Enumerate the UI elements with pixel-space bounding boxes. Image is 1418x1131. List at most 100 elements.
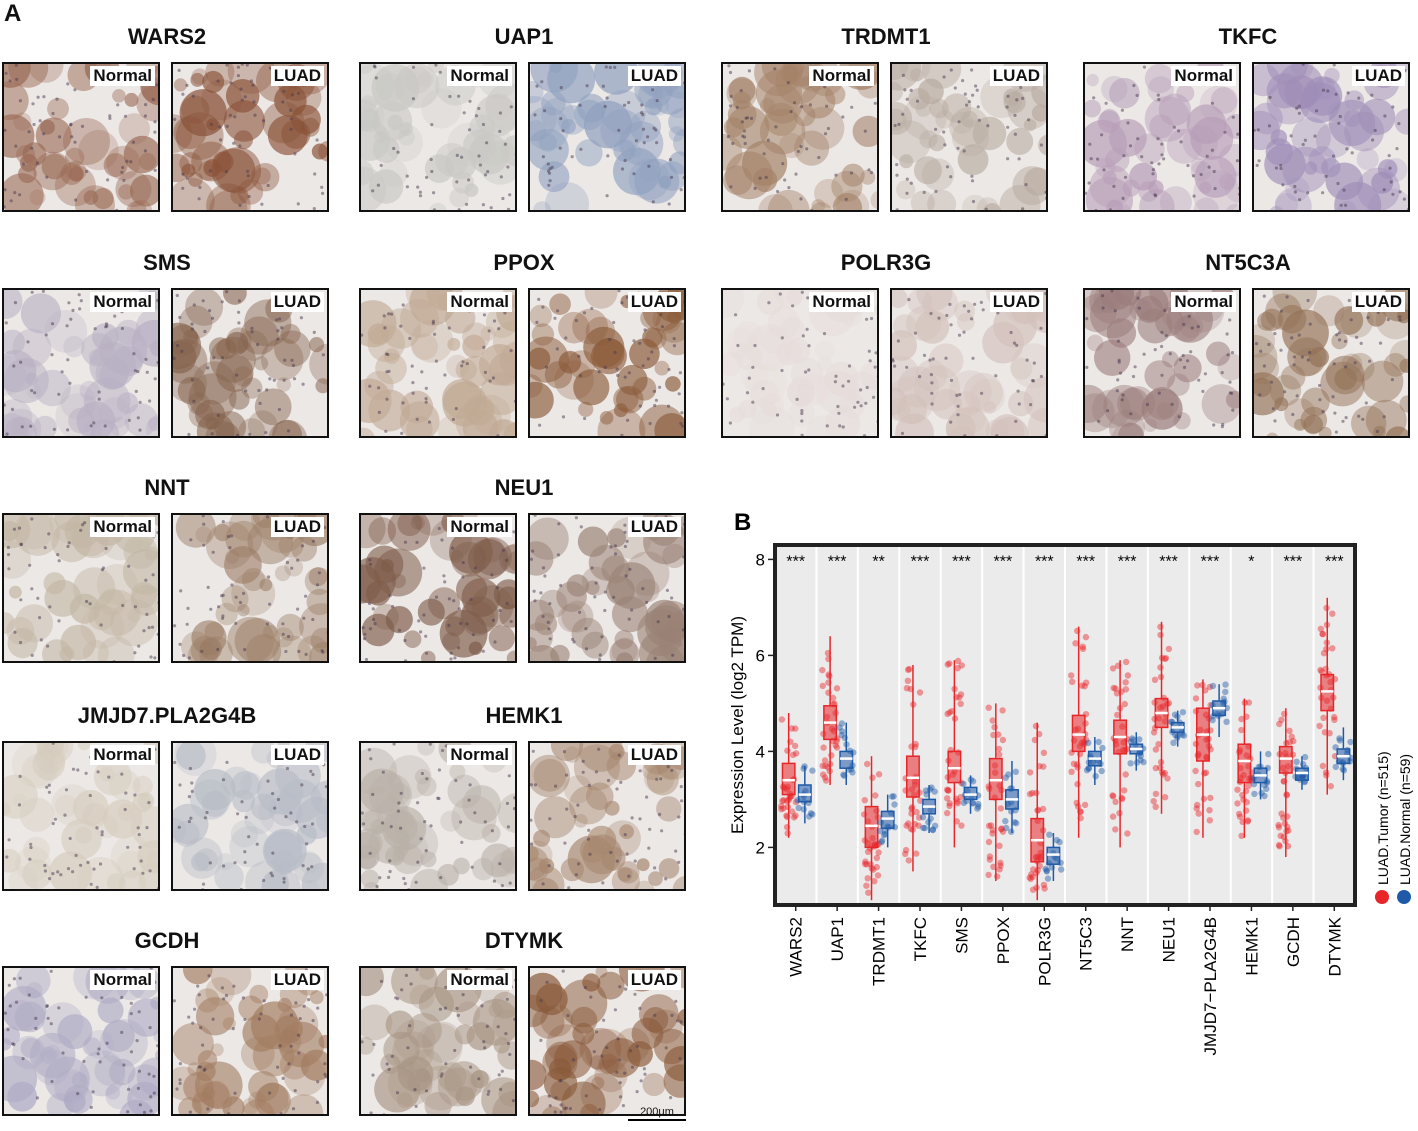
data-point <box>1113 690 1121 697</box>
data-point <box>1238 726 1245 734</box>
data-point <box>996 842 1003 849</box>
data-point <box>1083 767 1091 774</box>
data-point <box>1083 679 1090 686</box>
significance-label: *** <box>911 554 930 571</box>
significance-label: *** <box>952 554 971 571</box>
data-point <box>1180 732 1188 739</box>
significance-label: ** <box>872 554 884 571</box>
significance-label: *** <box>1035 554 1054 571</box>
data-point <box>1284 823 1291 831</box>
data-point <box>778 716 786 723</box>
data-point <box>929 826 936 834</box>
data-point <box>869 774 876 781</box>
data-point <box>1245 699 1253 706</box>
data-point <box>1275 821 1282 829</box>
data-point <box>995 731 1002 738</box>
data-point <box>878 837 886 844</box>
data-point <box>864 875 871 882</box>
data-point <box>975 800 982 808</box>
data-point <box>958 822 965 829</box>
data-point <box>838 720 846 727</box>
data-point <box>1030 866 1037 873</box>
data-point <box>881 830 889 838</box>
data-point <box>957 794 964 801</box>
data-point <box>997 862 1004 869</box>
x-tick-label: UAP1 <box>828 917 847 961</box>
data-point <box>1162 655 1170 662</box>
normal-tissue-image: Normal <box>359 288 517 438</box>
data-point <box>975 803 982 810</box>
data-point <box>1317 625 1325 632</box>
tumor-tissue-image: LUAD <box>171 62 329 212</box>
data-point <box>1008 828 1015 835</box>
data-point <box>1012 768 1019 775</box>
data-point <box>1081 683 1088 690</box>
x-tick-label: WARS2 <box>787 917 806 977</box>
data-point <box>1157 764 1164 771</box>
data-point <box>999 707 1006 714</box>
data-point <box>923 791 930 798</box>
data-point <box>1081 801 1089 809</box>
data-point <box>946 709 953 716</box>
data-point <box>1317 666 1324 674</box>
data-point <box>1122 686 1130 693</box>
tumor-tissue-image: LUAD <box>528 966 686 1116</box>
luad-tag: LUAD <box>627 745 681 765</box>
data-point <box>822 762 829 770</box>
data-point <box>1236 813 1244 820</box>
data-point <box>1109 792 1116 799</box>
normal-tag: Normal <box>809 292 874 312</box>
data-point <box>1319 762 1327 770</box>
panel-b-letter: B <box>734 509 751 536</box>
data-point <box>875 771 883 778</box>
data-point <box>1152 803 1159 810</box>
data-point <box>864 760 871 768</box>
x-tick-label: TKFC <box>911 917 930 961</box>
data-point <box>997 805 1005 812</box>
data-point <box>999 828 1007 835</box>
x-tick-label: NNT <box>1118 917 1137 952</box>
data-point <box>1127 760 1134 767</box>
data-point <box>902 846 910 854</box>
data-point <box>1179 709 1187 716</box>
x-tick-label: TRDMT1 <box>870 917 889 986</box>
normal-tag: Normal <box>1171 292 1236 312</box>
data-point <box>820 744 827 751</box>
data-point <box>1336 735 1343 742</box>
data-point <box>1193 828 1200 836</box>
data-point <box>1223 718 1230 725</box>
data-point <box>809 811 816 818</box>
data-point <box>957 691 965 698</box>
data-point <box>1285 827 1292 834</box>
data-point <box>1251 790 1258 798</box>
data-point <box>1112 685 1119 692</box>
data-point <box>873 854 881 862</box>
data-point <box>1112 826 1119 833</box>
data-point <box>791 742 799 750</box>
data-point <box>1172 731 1179 739</box>
normal-tissue-image: Normal <box>1083 62 1241 212</box>
data-point <box>789 751 797 759</box>
gene-title: SMS <box>143 250 191 275</box>
data-point <box>974 805 981 812</box>
data-point <box>916 689 924 696</box>
luad-tag: LUAD <box>270 970 324 990</box>
data-point <box>946 802 953 810</box>
data-point <box>790 814 798 821</box>
tumor-tissue-image: LUAD <box>890 62 1048 212</box>
data-point <box>807 810 815 817</box>
data-point <box>1122 771 1129 778</box>
data-point <box>1040 881 1048 889</box>
data-point <box>1152 764 1159 772</box>
data-point <box>1029 873 1036 880</box>
data-point <box>997 859 1004 866</box>
data-point <box>861 860 869 868</box>
data-point <box>1028 871 1035 878</box>
data-point <box>960 799 968 806</box>
data-point <box>820 771 827 778</box>
normal-tag: Normal <box>90 745 155 765</box>
data-point <box>989 830 996 837</box>
data-point <box>1026 769 1034 776</box>
normal-tissue-image: Normal <box>359 513 517 663</box>
data-point <box>958 662 965 669</box>
